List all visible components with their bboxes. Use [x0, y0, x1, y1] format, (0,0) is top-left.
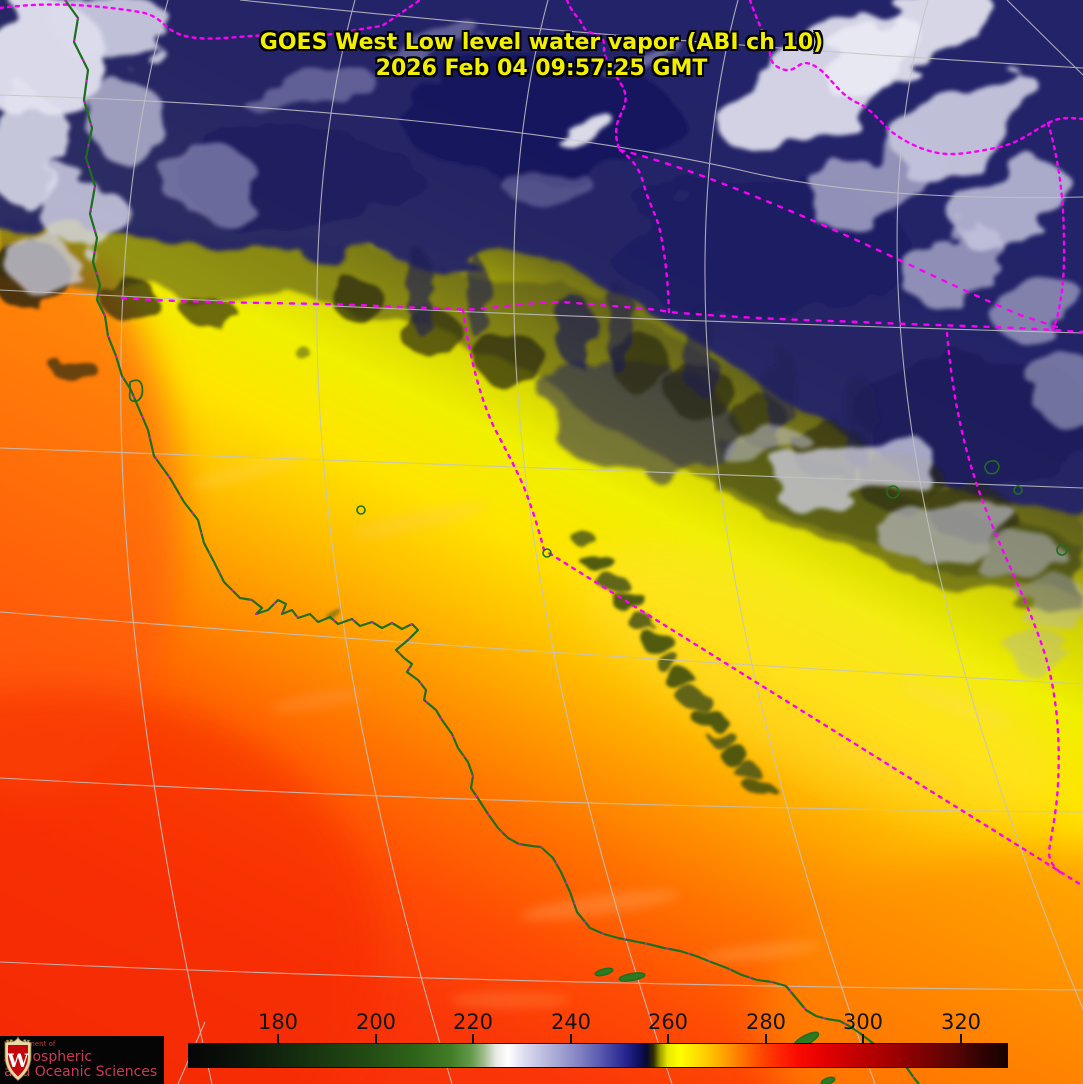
colorbar-tick-label: 240	[550, 1010, 592, 1034]
title-timestamp: 2026 Feb 04 09:57:25 GMT	[375, 56, 708, 81]
border-north-west	[0, 0, 422, 40]
institution-logo: W Department of Atmospheric and Oceanic …	[0, 1036, 164, 1084]
colorbar-tick	[375, 1034, 377, 1043]
colorbar-tick	[277, 1034, 279, 1043]
coastline	[64, 0, 920, 1084]
colorbar-tick	[960, 1034, 962, 1043]
crest-letter: W	[6, 1050, 29, 1072]
border-california-nevada	[461, 308, 1083, 888]
border-southeast-diagonal-north	[618, 148, 1062, 330]
state-borders	[0, 0, 1083, 888]
border-stub-south	[618, 148, 671, 314]
dry-wisps	[191, 452, 1012, 1008]
colorbar-tick-label: 300	[842, 1010, 884, 1034]
cloud-decks	[0, 0, 1083, 673]
logo-name-line2: and Oceanic Sciences	[4, 1063, 158, 1080]
border-coastal-overlay	[64, 0, 920, 1084]
colorbar-tick-label: 200	[355, 1010, 397, 1034]
coastal-lagoon	[128, 379, 144, 403]
colorbar-tick-label: 180	[257, 1010, 299, 1034]
colorbar-tick-label: 280	[745, 1010, 787, 1034]
border-idaho	[565, 0, 627, 152]
color-correction-blobs	[0, 240, 1083, 1084]
colorbar-tick	[570, 1034, 572, 1043]
colorbar-tick-label: 220	[452, 1010, 494, 1034]
colorbar-tick-label: 320	[940, 1010, 982, 1034]
border-vertical-right	[1046, 121, 1066, 332]
colorbar-gradient	[188, 1043, 1008, 1068]
colorbar-tick	[765, 1034, 767, 1043]
border-nevada-east	[945, 331, 1064, 876]
colorbar-tick	[667, 1034, 669, 1043]
lakes	[356, 460, 1068, 558]
uw-crest-icon: W	[4, 1036, 32, 1082]
image-title: GOES West Low level water vapor (ABI ch …	[260, 30, 823, 82]
colorbar-tick	[472, 1034, 474, 1043]
colorbar-tick-label: 260	[647, 1010, 689, 1034]
title-line1: GOES West Low level water vapor (ABI ch …	[259, 30, 824, 55]
colorbar-tick	[862, 1034, 864, 1043]
